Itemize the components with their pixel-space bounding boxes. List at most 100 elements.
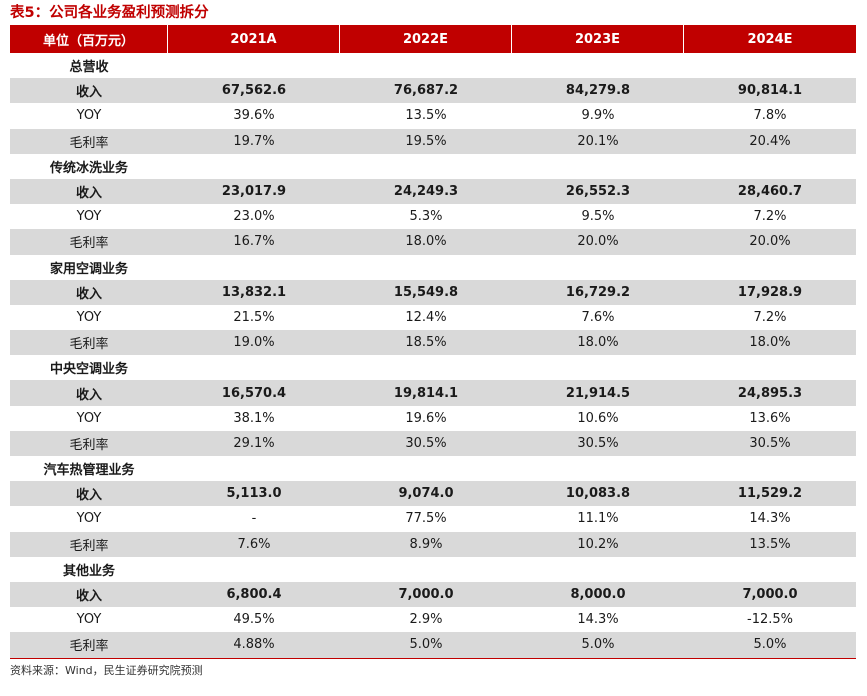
section-row: 中央空调业务 [10,355,856,381]
header-2021a: 2021A [168,25,340,53]
section-empty-cell [512,355,684,381]
header-2023e: 2023E [512,25,684,53]
table-row: YOY -77.5% 11.1% 14.3% [10,506,856,532]
value-cell: 8.9% [340,531,512,557]
section-title: 汽车热管理业务 [10,456,168,482]
value-cell: 16,570.4 [168,380,340,406]
value-cell: 7.6% [512,304,684,331]
row-label: 毛利率 [10,430,168,456]
value-cell: 28,460.7 [684,178,856,205]
section-empty-cell [168,153,340,179]
value-cell: 30.5% [684,430,856,456]
value-cell: 19.6% [340,405,512,431]
section-empty-cell [168,53,340,79]
section-title: 家用空调业务 [10,254,168,280]
value-cell: 14.3% [684,506,856,532]
section-title: 传统冰洗业务 [10,153,168,179]
header-row: 单位（百万元） 2021A 2022E 2023E 2024E [10,25,856,53]
row-label: 收入 [10,581,168,608]
value-cell: 30.5% [512,430,684,456]
value-cell: 13,832.1 [168,279,340,305]
value-cell: 18.0% [340,229,512,255]
value-cell: 19.7% [168,128,340,154]
row-label: 毛利率 [10,531,168,557]
section-empty-cell [684,53,856,79]
forecast-table: 单位（百万元） 2021A 2022E 2023E 2024E 总营收 收入 67,… [10,25,856,659]
value-cell: - [168,506,340,532]
section-empty-cell [512,153,684,179]
value-cell: 10.2% [512,531,684,557]
row-label: YOY [10,304,168,331]
section-empty-cell [512,556,684,582]
section-empty-cell [512,254,684,280]
table-row: 毛利率 19.0% 18.5% 18.0% 18.0% [10,330,856,356]
section-title: 其他业务 [10,556,168,582]
value-cell: 19,814.1 [340,380,512,406]
table-row: 毛利率 19.7% 19.5% 20.1% 20.4% [10,128,856,154]
section-empty-cell [684,254,856,280]
value-cell: 13.5% [340,103,512,129]
value-cell: 10,083.8 [512,481,684,507]
section-empty-cell [168,254,340,280]
value-cell: 24,895.3 [684,380,856,406]
value-cell: 21,914.5 [512,380,684,406]
section-empty-cell [684,355,856,381]
table-header: 单位（百万元） 2021A 2022E 2023E 2024E [10,25,856,53]
section-empty-cell [340,254,512,280]
section-row: 总营收 [10,53,856,79]
value-cell: 2.9% [340,607,512,633]
value-cell: 6,800.4 [168,581,340,608]
value-cell: 19.5% [340,128,512,154]
value-cell: 16.7% [168,229,340,255]
table-row: 毛利率 16.7% 18.0% 20.0% 20.0% [10,229,856,255]
value-cell: 23,017.9 [168,178,340,205]
row-label: YOY [10,405,168,431]
row-label: 收入 [10,481,168,507]
row-label: 收入 [10,78,168,104]
section-empty-cell [512,456,684,482]
header-2024e: 2024E [684,25,856,53]
row-label: YOY [10,506,168,532]
value-cell: 20.4% [684,128,856,154]
value-cell: 38.1% [168,405,340,431]
table-row: 毛利率 4.88% 5.0% 5.0% 5.0% [10,632,856,659]
value-cell: 11.1% [512,506,684,532]
section-empty-cell [512,53,684,79]
row-label: 毛利率 [10,632,168,659]
value-cell: 30.5% [340,430,512,456]
value-cell: 20.1% [512,128,684,154]
value-cell: 18.0% [512,330,684,356]
source-note: 资料来源：Wind，民生证券研究院预测 [10,664,203,677]
value-cell: 9.9% [512,103,684,129]
value-cell: 9,074.0 [340,481,512,507]
table-title: 表5：公司各业务盈利预测拆分 [10,5,209,21]
table-row: 毛利率 7.6% 8.9% 10.2% 13.5% [10,531,856,557]
table-row: 毛利率 29.1% 30.5% 30.5% 30.5% [10,430,856,456]
row-label: YOY [10,103,168,129]
section-empty-cell [340,456,512,482]
section-row: 传统冰洗业务 [10,153,856,179]
section-title: 中央空调业务 [10,355,168,381]
table-row: 收入 6,800.4 7,000.0 8,000.0 7,000.0 [10,581,856,608]
value-cell: 13.6% [684,405,856,431]
value-cell: 20.0% [512,229,684,255]
value-cell: 21.5% [168,304,340,331]
section-empty-cell [168,456,340,482]
table-row: YOY 38.1% 19.6% 10.6% 13.6% [10,405,856,431]
section-row: 其他业务 [10,556,856,582]
value-cell: 7,000.0 [340,581,512,608]
table-row: 收入 5,113.0 9,074.0 10,083.8 11,529.2 [10,481,856,507]
section-title: 总营收 [10,53,168,79]
value-cell: 77.5% [340,506,512,532]
value-cell: 29.1% [168,430,340,456]
table-row: 收入 13,832.1 15,549.8 16,729.2 17,928.9 [10,279,856,305]
value-cell: 9.5% [512,204,684,230]
value-cell: 5.0% [340,632,512,659]
value-cell: 19.0% [168,330,340,356]
table-row: 收入 67,562.6 76,687.2 84,279.8 90,814.1 [10,78,856,104]
value-cell: 18.0% [684,330,856,356]
table-row: YOY 49.5% 2.9% 14.3% -12.5% [10,607,856,633]
row-label: 收入 [10,178,168,205]
value-cell: 84,279.8 [512,78,684,104]
section-empty-cell [340,556,512,582]
